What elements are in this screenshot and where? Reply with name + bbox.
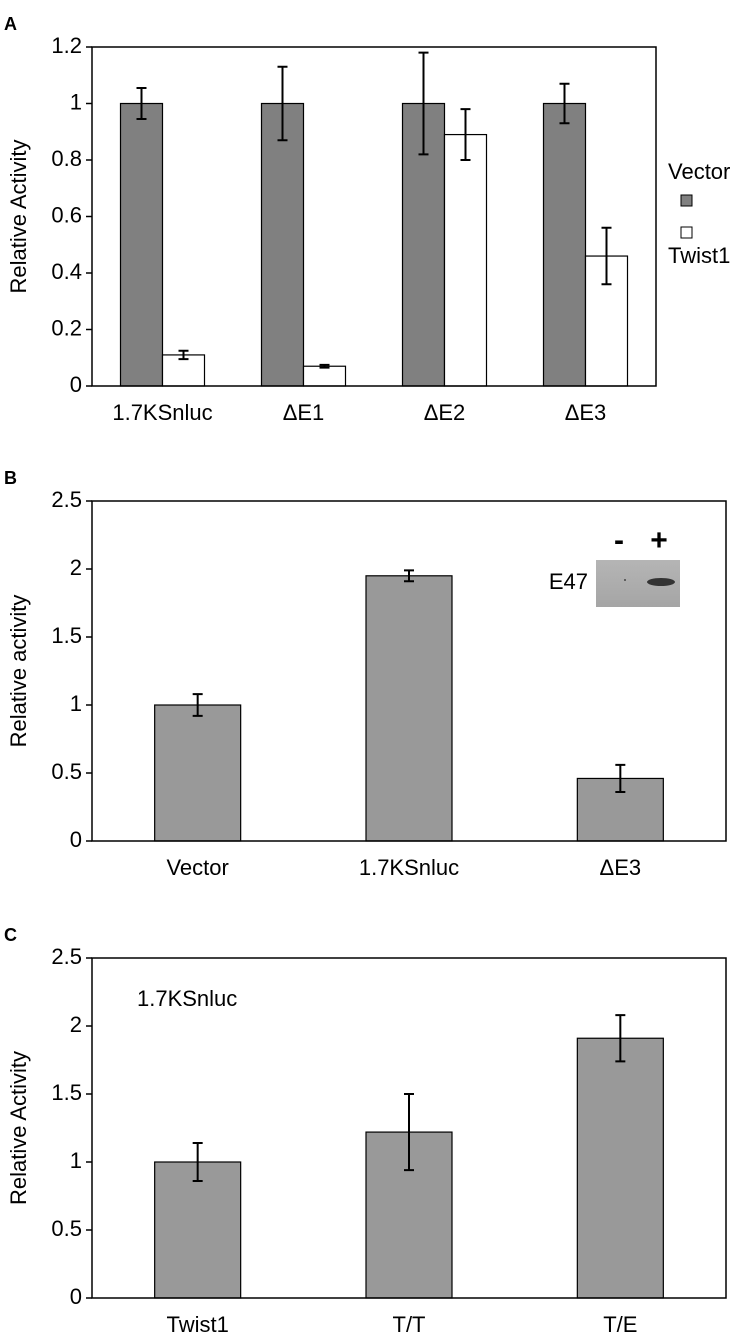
plot-frame [91, 46, 657, 387]
y-tick-label: 0 [70, 827, 82, 852]
error-bar [192, 693, 203, 717]
inset-label: E47 [549, 569, 588, 594]
x-tick-label: Twist1 [166, 1312, 228, 1335]
error-bar [192, 1141, 203, 1183]
y-tick-label: 1.5 [51, 1080, 82, 1105]
plot-frame [91, 500, 727, 842]
error-bar [418, 51, 429, 156]
panel-label: A [4, 14, 17, 34]
y-tick-label: 0.2 [51, 315, 82, 340]
annotation: 1.7KSnluc [137, 986, 237, 1011]
error-bar [615, 763, 626, 794]
error-bar [178, 349, 189, 361]
legend-label: Twist1 [668, 243, 730, 268]
y-tick-label: 0.4 [51, 259, 82, 284]
x-tick-label: ΔE2 [424, 400, 466, 425]
bar [443, 133, 488, 387]
error-bar [404, 569, 414, 583]
error-bar [136, 86, 147, 121]
y-tick-label: 0.5 [51, 1216, 82, 1241]
y-tick-label: 1.2 [51, 33, 82, 58]
y-tick-label: 2 [70, 555, 82, 580]
x-tick-label: 1.7KSnluc [359, 855, 459, 880]
y-tick-label: 0.6 [51, 202, 82, 227]
error-bar [615, 1014, 626, 1063]
bar [576, 1037, 664, 1299]
y-tick-label: 2.5 [51, 944, 82, 969]
y-tick-label: 1.5 [51, 623, 82, 648]
y-tick-label: 0 [70, 1284, 82, 1309]
error-bar [460, 108, 471, 161]
y-axis-title: Relative activity [6, 595, 31, 748]
error-bar [319, 363, 330, 369]
bar [365, 575, 453, 842]
y-tick-label: 1 [70, 89, 82, 114]
y-tick-label: 0 [70, 372, 82, 397]
x-tick-label: T/E [603, 1312, 637, 1335]
x-tick-label: T/T [393, 1312, 426, 1335]
x-tick-label: ΔE1 [283, 400, 325, 425]
y-axis-title: Relative Activity [6, 1051, 31, 1205]
legend-swatch [680, 226, 693, 239]
error-bar [277, 65, 288, 142]
bar [154, 1161, 242, 1299]
x-tick-label: Vector [166, 855, 228, 880]
lane-label: + [650, 524, 668, 557]
bar [260, 102, 305, 387]
y-tick-label: 2.5 [51, 487, 82, 512]
bar [154, 704, 242, 842]
plot-frame [91, 957, 727, 1299]
bar [542, 102, 587, 387]
x-tick-label: 1.7KSnluc [112, 400, 212, 425]
lane-label: - [614, 524, 624, 557]
error-bar [404, 1093, 414, 1172]
y-tick-label: 0.8 [51, 146, 82, 171]
gel-band [647, 578, 675, 586]
y-tick-label: 0.5 [51, 759, 82, 784]
y-tick-label: 2 [70, 1012, 82, 1037]
error-bar [601, 226, 612, 286]
bar [302, 365, 347, 387]
y-tick-label: 1 [70, 1148, 82, 1173]
gel-speck [624, 579, 626, 581]
y-tick-label: 1 [70, 691, 82, 716]
panel-label: C [4, 925, 17, 945]
legend-swatch [680, 194, 693, 207]
x-tick-label: ΔE3 [600, 855, 642, 880]
x-tick-label: ΔE3 [565, 400, 607, 425]
bar [119, 102, 164, 387]
panel-label: B [4, 468, 17, 488]
y-axis-title: Relative Activity [6, 139, 31, 293]
legend-label: Vector [668, 159, 730, 184]
error-bar [559, 82, 570, 125]
